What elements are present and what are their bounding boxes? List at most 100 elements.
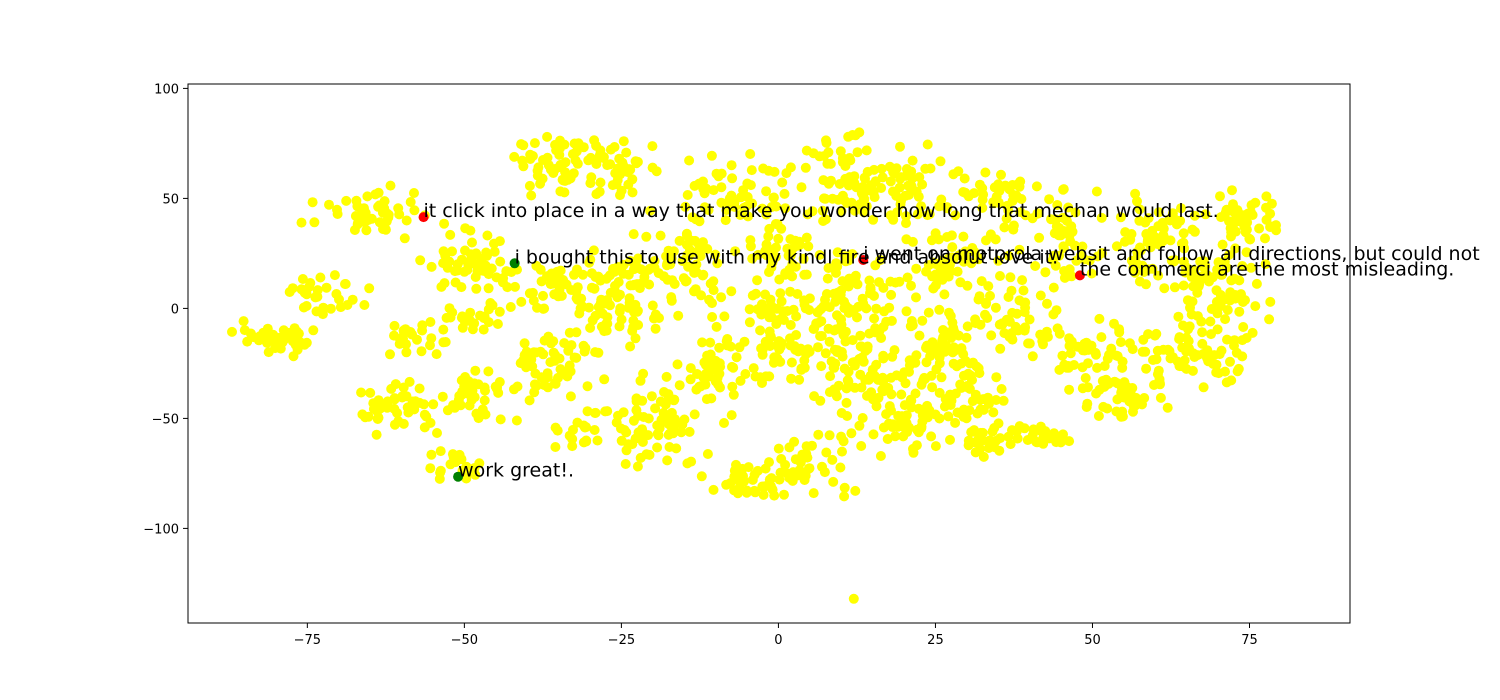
data-point-52: [321, 282, 332, 293]
data-point-564: [650, 323, 661, 334]
data-point-2061: [1266, 198, 1277, 209]
data-point-1246: [832, 247, 843, 258]
data-point-1058: [808, 488, 819, 499]
data-point-1308: [895, 141, 905, 152]
data-point-1725: [1040, 267, 1051, 278]
data-point-1224: [837, 325, 848, 336]
data-point-1670: [981, 298, 991, 309]
data-point-653: [702, 449, 713, 459]
data-point-667: [635, 452, 646, 463]
data-point-1142: [820, 348, 831, 359]
data-point-260: [437, 391, 448, 402]
data-point-237: [483, 283, 494, 294]
data-point-1076: [839, 491, 850, 502]
data-point-1508: [930, 228, 941, 239]
data-point-2004: [1222, 305, 1233, 315]
data-point-1221: [823, 323, 834, 334]
annotation-label-0: it click into place in a way that make y…: [424, 200, 1219, 222]
data-point-971: [771, 319, 782, 329]
data-point-62: [301, 301, 312, 311]
data-point-54: [329, 270, 340, 281]
data-point-860: [741, 201, 752, 212]
data-point-1940: [1149, 380, 1159, 390]
data-point-109: [296, 217, 307, 228]
data-point-988: [764, 371, 775, 382]
data-point-233: [460, 223, 471, 234]
data-point-1024: [766, 262, 777, 273]
data-point-305: [505, 302, 516, 312]
data-point-892: [741, 487, 752, 498]
data-point-1119: [846, 197, 857, 208]
data-point-772: [727, 381, 738, 392]
data-point-300: [459, 316, 470, 327]
data-point-1457: [922, 340, 932, 351]
data-point-2089: [1233, 363, 1244, 374]
data-point-2045: [1227, 185, 1237, 196]
highlight-point-1: [509, 258, 520, 269]
data-point-1708: [1003, 431, 1014, 442]
data-point-2082: [1184, 343, 1195, 354]
data-point-687: [668, 422, 679, 433]
data-point-190: [445, 229, 456, 240]
data-point-1680: [1027, 351, 1038, 362]
data-point-868: [768, 192, 779, 203]
data-point-913: [776, 296, 787, 307]
data-point-86: [409, 188, 419, 198]
data-point-1108: [817, 205, 828, 216]
data-point-1997: [1229, 273, 1240, 284]
data-point-1899: [1153, 239, 1164, 250]
data-point-1203: [866, 387, 877, 398]
data-point-1843: [1119, 377, 1130, 388]
data-point-1368: [871, 401, 882, 412]
data-point-1495: [952, 266, 963, 277]
data-point-1237: [830, 296, 841, 307]
x-tick-label-5: 50: [1084, 633, 1101, 648]
data-point-439: [590, 347, 601, 358]
data-point-785: [660, 399, 671, 410]
data-point-2054: [1260, 259, 1271, 270]
data-point-1736: [1014, 244, 1025, 255]
data-point-1678: [1051, 305, 1062, 316]
data-point-1939: [1143, 329, 1154, 340]
data-point-410: [539, 380, 550, 391]
data-point-1344: [896, 195, 906, 206]
data-point-1885: [1132, 196, 1142, 207]
annotation-label-3: the commerci are the most misleading.: [1080, 258, 1454, 280]
data-point-975: [707, 312, 718, 322]
data-point-1632: [960, 187, 971, 198]
x-axis: −75 −50 −25 0 25 50 75: [294, 623, 1258, 648]
data-point-1227: [836, 347, 847, 357]
data-point-1180: [857, 413, 868, 423]
data-point-2084: [1216, 345, 1227, 356]
data-point-1138: [820, 214, 831, 225]
data-point-1544: [978, 404, 989, 415]
data-point-1215: [836, 408, 847, 418]
data-point-509: [589, 425, 600, 435]
data-point-1700: [1012, 433, 1023, 444]
data-point-37: [289, 323, 300, 334]
data-point-164: [416, 346, 427, 357]
data-point-999: [801, 232, 812, 243]
data-point-691: [679, 414, 690, 425]
data-point-1173: [886, 372, 896, 383]
annotation-label-4: work great!.: [458, 460, 574, 482]
data-point-1178: [841, 397, 852, 408]
data-point-1052: [850, 485, 861, 496]
data-point-954: [726, 286, 737, 297]
data-point-266: [495, 414, 506, 425]
data-point-1339: [914, 172, 925, 183]
data-point-1228: [870, 323, 881, 334]
data-point-659: [719, 418, 729, 428]
data-point-741: [673, 310, 684, 321]
data-point-1558: [945, 400, 956, 410]
data-point-964: [792, 289, 803, 299]
data-point-112: [385, 180, 396, 191]
data-point-1965: [1171, 219, 1182, 230]
data-point-812: [712, 373, 723, 384]
data-point-1229: [815, 331, 826, 342]
data-point-67: [312, 291, 323, 302]
data-point-275: [465, 380, 476, 391]
data-point-732: [708, 285, 719, 296]
data-point-1798: [1117, 362, 1128, 373]
data-point-1194: [858, 356, 869, 367]
